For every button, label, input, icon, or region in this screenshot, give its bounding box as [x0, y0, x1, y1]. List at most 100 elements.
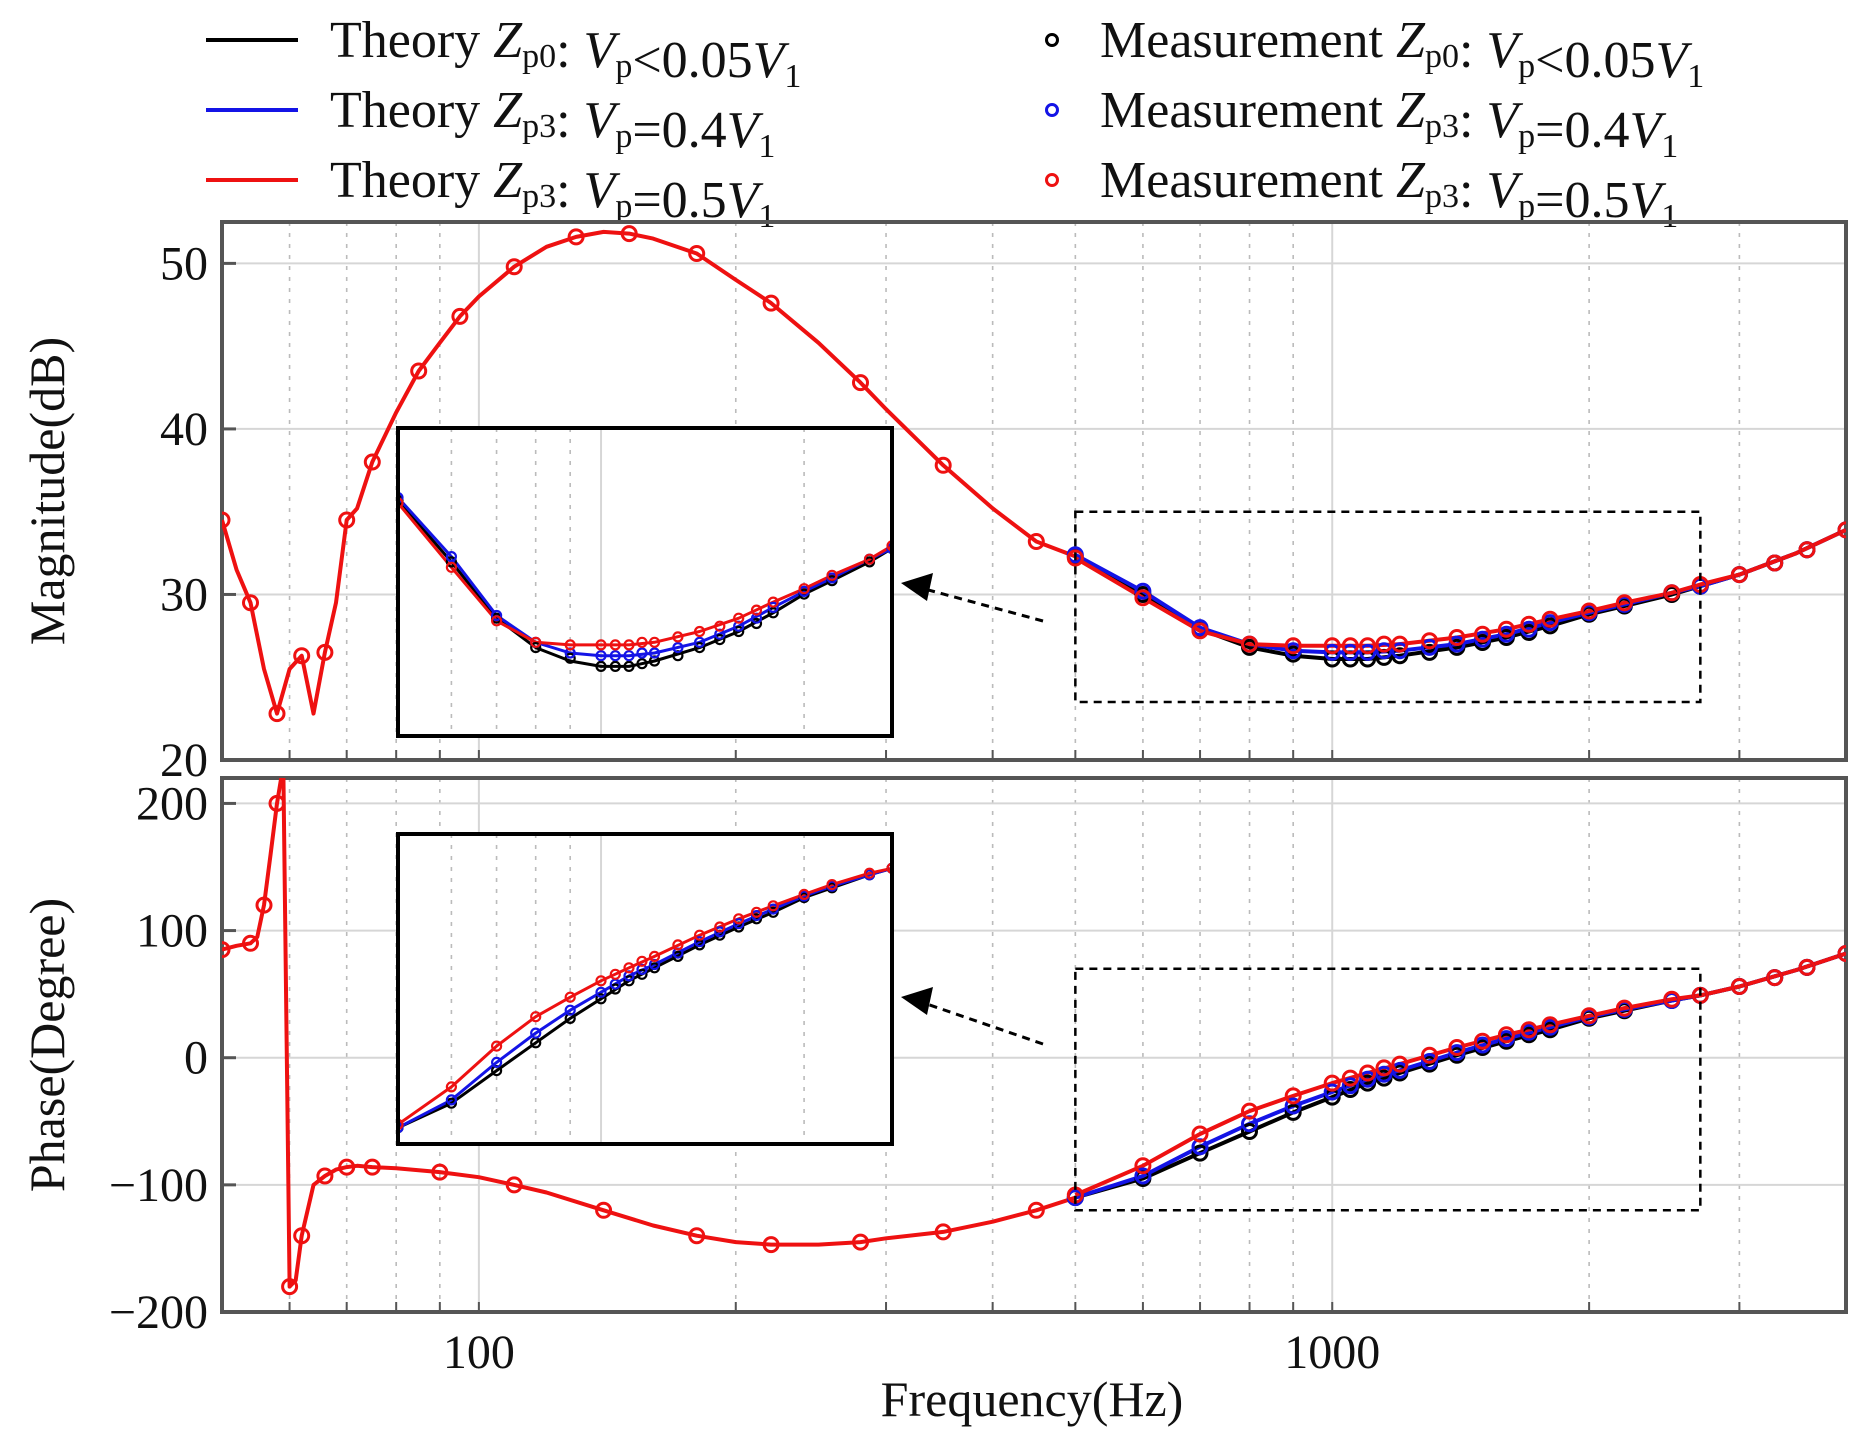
- data-point: [1391, 1061, 1409, 1079]
- data-point: [1191, 1144, 1209, 1162]
- data-point: [767, 607, 779, 619]
- data-point: [564, 991, 576, 1003]
- series-line: [398, 496, 892, 658]
- legend-entry: Measurement Zp0: Vp<0.05V1: [1045, 12, 1704, 95]
- series-group: [1074, 528, 1846, 648]
- data-point: [595, 986, 607, 998]
- data-point: [648, 636, 661, 648]
- data-point: [1027, 533, 1045, 550]
- data-point: [767, 900, 779, 912]
- series-line: [398, 866, 892, 1126]
- data-point: [1520, 1021, 1538, 1039]
- data-point: [750, 617, 763, 630]
- plot-frame: [220, 776, 1848, 1314]
- data-point: [1541, 1016, 1559, 1034]
- data-point: [1798, 958, 1816, 976]
- y-tick-label: 20: [160, 734, 208, 787]
- data-point: [798, 888, 810, 901]
- data-point: [398, 497, 404, 509]
- legend-label: Measurement Zp3: Vp=0.4V1: [1100, 82, 1678, 165]
- inset-border: [396, 426, 894, 738]
- inset-frame: [396, 832, 894, 1146]
- data-point: [491, 609, 503, 622]
- data-point: [491, 1056, 503, 1069]
- arrow-head: [901, 987, 933, 1015]
- data-point: [648, 950, 661, 963]
- data-point: [595, 1201, 613, 1219]
- series-line: [222, 229, 1077, 716]
- data-point: [1421, 638, 1438, 656]
- data-point: [1766, 969, 1784, 987]
- data-point: [1341, 643, 1359, 661]
- x-axis-title: Frequency(Hz): [881, 1371, 1184, 1427]
- series-line: [398, 866, 892, 1130]
- data-point: [1580, 602, 1598, 620]
- data-point: [852, 374, 869, 392]
- data-point: [620, 225, 638, 243]
- data-point: [564, 639, 576, 651]
- data-point: [491, 615, 503, 627]
- data-point: [609, 968, 621, 980]
- data-point: [445, 1094, 457, 1106]
- data-point: [1323, 637, 1341, 655]
- data-point: [934, 1223, 952, 1241]
- inset: [396, 832, 894, 1146]
- data-point: [445, 556, 457, 568]
- data-point: [1241, 635, 1258, 653]
- data-point: [1497, 620, 1515, 638]
- data-point: [733, 625, 745, 638]
- data-point: [1421, 632, 1438, 650]
- data-point: [609, 660, 621, 673]
- data-point: [1798, 541, 1816, 559]
- data-point: [445, 550, 457, 563]
- data-point: [733, 612, 745, 624]
- series-line: [398, 502, 892, 647]
- inset-series-group: [398, 862, 892, 1130]
- data-point: [886, 540, 892, 552]
- inset-series-group: [398, 866, 892, 1130]
- data-point: [688, 245, 706, 262]
- data-point: [1134, 582, 1152, 600]
- y-tick-label: 100: [136, 905, 208, 958]
- data-point: [1474, 630, 1491, 648]
- data-point: [431, 1163, 449, 1181]
- inset-series-group: [398, 866, 892, 1126]
- y-axis-title: Magnitude(dB): [19, 337, 75, 645]
- inset-series-group: [398, 502, 892, 647]
- x-tick-label: 1000: [1284, 1326, 1380, 1379]
- data-point: [1837, 945, 1846, 962]
- legend-marker-swatch: [1045, 173, 1059, 187]
- data-point: [398, 1118, 404, 1130]
- data-point: [1663, 584, 1681, 602]
- data-point: [410, 362, 428, 380]
- data-point: [934, 456, 952, 474]
- data-point: [338, 1158, 356, 1176]
- y-tick-label: −100: [109, 1159, 208, 1212]
- data-point: [1341, 1069, 1359, 1087]
- data-point: [268, 794, 286, 812]
- series-group: [1066, 945, 1846, 1207]
- arrow-head: [901, 573, 933, 601]
- data-point: [316, 643, 334, 661]
- data-point: [636, 955, 648, 967]
- data-point: [1448, 1039, 1466, 1056]
- data-point: [505, 258, 523, 276]
- series-group: [1066, 521, 1846, 661]
- data-point: [1191, 1125, 1209, 1143]
- legend-label: Theory Zp0: Vp<0.05V1: [330, 12, 801, 95]
- data-point: [609, 650, 621, 662]
- data-point: [242, 594, 259, 612]
- data-point: [1284, 642, 1302, 660]
- data-point: [595, 650, 607, 662]
- data-point: [609, 639, 621, 651]
- data-point: [1421, 1046, 1438, 1064]
- y-tick-label: −200: [109, 1286, 208, 1339]
- data-point: [1448, 629, 1466, 646]
- data-point: [1359, 1070, 1377, 1088]
- data-point: [567, 228, 585, 246]
- data-point: [693, 625, 706, 638]
- data-point: [1359, 643, 1377, 661]
- data-point: [1391, 635, 1409, 653]
- data-point: [445, 1081, 457, 1093]
- data-point: [1323, 643, 1341, 661]
